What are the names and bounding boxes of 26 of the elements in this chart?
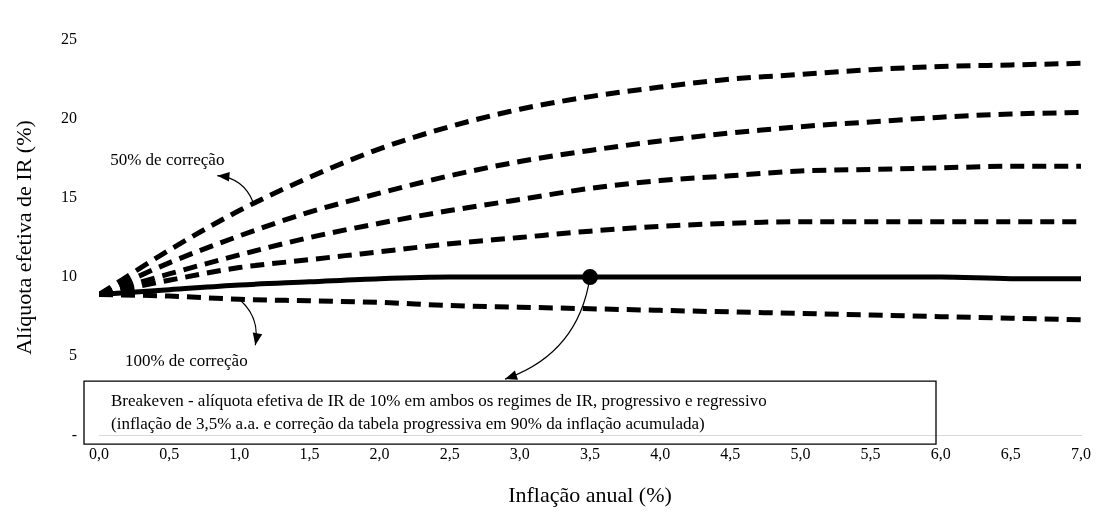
x-tick-label: 0,5 <box>159 445 180 463</box>
y-tick-label: 15 <box>61 188 77 206</box>
x-tick-label: 4,5 <box>720 445 741 463</box>
x-tick-label: 0,0 <box>89 445 109 463</box>
x-tick-label: 3,0 <box>509 445 530 463</box>
annotation: 100% de correção <box>124 350 248 370</box>
y-tick-label: 25 <box>61 29 77 47</box>
y-tick-label: 5 <box>69 346 77 364</box>
x-axis-title: Inflação anual (%) <box>508 481 672 507</box>
x-tick-label: 6,0 <box>930 445 951 463</box>
x-tick-label: 5,0 <box>790 445 811 463</box>
x-tick-label: 3,5 <box>580 445 600 463</box>
x-tick-label: 1,0 <box>229 445 250 463</box>
y-tick-label: 10 <box>61 267 77 285</box>
x-tick-label: 1,5 <box>299 445 320 463</box>
x-tick-label: 7,0 <box>1071 445 1091 463</box>
x-tick-label: 4,0 <box>650 445 671 463</box>
x-tick-label: 5,5 <box>860 445 881 463</box>
x-tick-label: 2,5 <box>439 445 460 463</box>
x-tick-label: 2,0 <box>369 445 390 463</box>
y-axis-title: Alíquota efetiva de IR (%) <box>10 120 36 355</box>
y-tick-label: - <box>71 425 77 443</box>
y-tick-label: 20 <box>61 108 77 126</box>
annotation: 50% de correção <box>110 150 225 170</box>
x-tick-label: 6,5 <box>1000 445 1021 463</box>
annotation: Breakeven - alíquota efetiva de IR de 10% em ambos os regimes de IR, progressivo e regressivo (inflação de 3,5% a.a. e correção da tabela progressiva em 90% da inflação acumulada) <box>111 390 767 433</box>
